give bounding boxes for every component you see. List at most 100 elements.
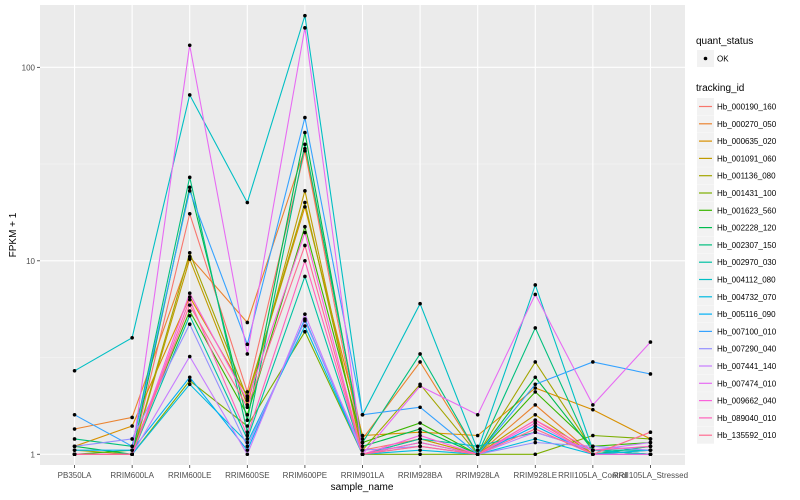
data-point-Hb_000270_050: [360, 437, 365, 441]
legend-label-Hb_000270_050: Hb_000270_050: [717, 120, 777, 129]
data-point-Hb_007441_140: [245, 452, 250, 457]
legend-label-Hb_005116_090: Hb_005116_090: [717, 310, 776, 319]
data-point-Hb_135592_010: [130, 452, 134, 457]
legend-label-Hb_004732_070: Hb_004732_070: [717, 293, 777, 302]
data-point-Hb_004112_080: [418, 301, 422, 306]
data-point-Hb_004112_080: [475, 448, 480, 452]
data-point-Hb_002307_150: [245, 430, 250, 435]
data-point-Hb_000635_020: [418, 430, 422, 435]
data-point-Hb_005116_090: [72, 448, 77, 452]
data-point-Hb_004112_080: [245, 200, 250, 205]
legend: quant_status OK tracking_id Hb_000190_16…: [696, 36, 777, 444]
data-point-Hb_001431_100: [533, 452, 538, 457]
data-point-Hb_007474_010: [245, 352, 250, 356]
data-point-Hb_135592_010: [303, 243, 307, 248]
legend-label-Hb_002970_030: Hb_002970_030: [717, 258, 777, 267]
data-point-Hb_002307_150: [303, 142, 307, 147]
data-point-Hb_002970_030: [245, 437, 250, 441]
x-tick-label: RRIM928BA: [398, 471, 443, 480]
x-tick-label: RRIM600LA: [110, 471, 154, 480]
data-point-Hb_007441_140: [187, 354, 192, 359]
legend-label-Hb_009662_040: Hb_009662_040: [717, 397, 777, 406]
data-point-Hb_007100_010: [303, 115, 307, 120]
data-point-Hb_002307_150: [418, 352, 422, 356]
data-point-Hb_000190_160: [245, 390, 250, 394]
legend-label-Hb_007474_010: Hb_007474_010: [717, 379, 777, 388]
data-point-Hb_005116_090: [130, 448, 134, 452]
data-point-Hb_002228_120: [245, 418, 250, 422]
data-point-Hb_000635_020: [475, 433, 480, 438]
y-axis-title: FPKM + 1: [8, 212, 19, 257]
data-point-Hb_001431_100: [187, 378, 192, 383]
data-point-Hb_004732_070: [533, 437, 538, 441]
data-point-Hb_007290_040: [245, 444, 250, 449]
data-point-Hb_002970_030: [418, 437, 422, 441]
data-point-Hb_001431_100: [591, 433, 595, 438]
data-point-Hb_004112_080: [533, 283, 538, 287]
data-point-Hb_004112_080: [130, 335, 134, 340]
data-point-Hb_135592_010: [591, 452, 595, 457]
data-point-Hb_000270_050: [72, 427, 77, 431]
data-point-Hb_002970_030: [303, 274, 307, 279]
x-axis: PB350LA RRIM600LA RRIM600LE RRIM600SE RRIM60…: [58, 465, 688, 480]
data-point-Hb_001623_560: [533, 390, 538, 394]
x-tick-label: PB350LA: [58, 471, 92, 480]
data-point-Hb_004732_070: [418, 448, 422, 452]
data-point-Hb_007474_010: [533, 292, 538, 297]
data-point-Hb_002970_030: [187, 313, 192, 318]
legend-label-Hb_001623_560: Hb_001623_560: [717, 206, 777, 215]
data-point-Hb_007290_040: [533, 440, 538, 445]
data-point-Hb_001136_080: [187, 250, 192, 255]
data-point-Hb_089040_010: [418, 440, 422, 445]
x-tick-label: RRIM600PE: [283, 471, 327, 480]
data-point-Hb_007441_140: [303, 312, 307, 316]
tracking-id-legend-title: tracking_id: [696, 83, 744, 94]
data-point-Hb_007100_010: [245, 342, 250, 347]
data-point-Hb_000635_020: [130, 424, 134, 428]
data-point-Hb_005116_090: [245, 448, 250, 452]
data-point-Hb_002228_120: [533, 375, 538, 380]
data-point-Hb_007100_010: [648, 372, 653, 376]
data-point-Hb_000635_020: [187, 295, 192, 299]
data-point-Hb_001623_560: [418, 421, 422, 425]
data-point-Hb_000635_020: [360, 433, 365, 438]
data-point-Hb_004112_080: [303, 13, 307, 18]
data-point-Hb_135592_010: [648, 430, 653, 435]
data-point-Hb_009662_040: [187, 291, 192, 296]
legend-label-Hb_000635_020: Hb_000635_020: [717, 137, 777, 146]
data-point-Hb_089040_010: [648, 444, 653, 449]
x-tick-label: RRII105LA_Control: [558, 471, 628, 480]
data-point-Hb_007290_040: [303, 318, 307, 323]
data-point-Hb_089040_010: [245, 433, 250, 438]
data-point-Hb_135592_010: [360, 452, 365, 457]
data-point-Hb_000270_050: [533, 403, 538, 407]
y-tick-label: 1: [31, 450, 36, 459]
data-point-Hb_004732_070: [303, 324, 307, 328]
data-point-Hb_007100_010: [130, 444, 134, 449]
data-point-Hb_007474_010: [303, 26, 307, 30]
legend-label-Hb_007290_040: Hb_007290_040: [717, 345, 777, 354]
x-tick-label: RRII105LA_Stressed: [613, 471, 688, 480]
data-point-Hb_089040_010: [591, 448, 595, 452]
data-point-Hb_135592_010: [245, 405, 250, 410]
data-point-Hb_001091_060: [303, 189, 307, 193]
data-point-Hb_007474_010: [187, 43, 192, 48]
data-point-Hb_007290_040: [648, 448, 653, 452]
legend-label-Hb_007100_010: Hb_007100_010: [717, 327, 777, 336]
x-axis-title: sample_name: [331, 482, 394, 493]
quant-status-legend-label: OK: [717, 55, 729, 64]
data-point-Hb_001136_080: [303, 200, 307, 205]
y-tick-label: 100: [22, 63, 36, 72]
data-point-Hb_004112_080: [187, 93, 192, 97]
legend-label-Hb_001136_080: Hb_001136_080: [717, 172, 776, 181]
data-point-Hb_000635_020: [591, 407, 595, 412]
data-point-Hb_000270_050: [245, 320, 250, 325]
legend-label-Hb_000190_160: Hb_000190_160: [717, 103, 777, 112]
x-tick-label: RRIM928LE: [513, 471, 557, 480]
tracking-id-legend-items: Hb_000190_160 Hb_000270_050 Hb_000635_020 H…: [697, 98, 777, 444]
data-point-Hb_001091_060: [187, 257, 192, 261]
data-point-Hb_001431_100: [245, 424, 250, 428]
data-point-Hb_007474_010: [648, 340, 653, 344]
data-point-Hb_001623_560: [245, 412, 250, 417]
data-point-Hb_001623_560: [187, 309, 192, 313]
